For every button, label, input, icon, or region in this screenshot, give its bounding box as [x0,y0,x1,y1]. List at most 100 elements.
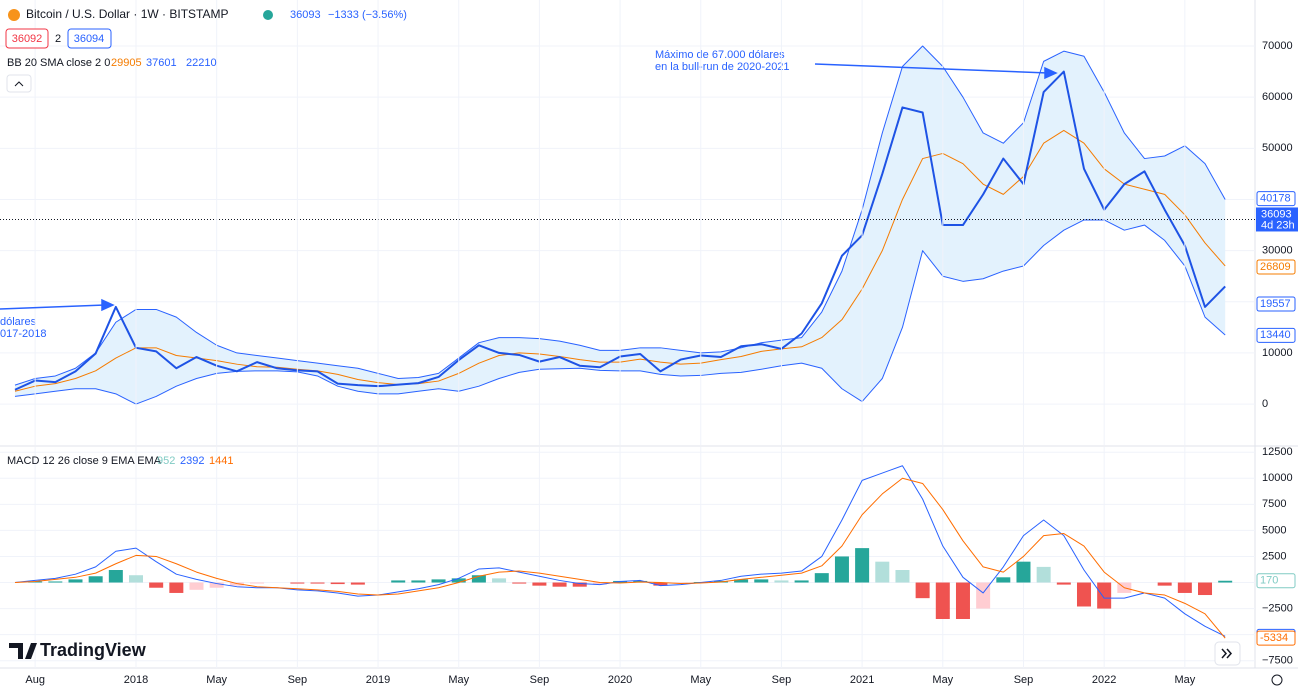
histogram-bar [290,582,305,584]
histogram-bar [512,582,527,584]
bid-price[interactable]: 36092 [12,33,43,45]
histogram-bar [229,582,244,586]
histogram-bar [250,582,265,584]
axis-badge-label: -5334 [1260,632,1288,644]
histogram-bar [189,582,204,590]
histogram-bar [532,582,547,586]
scroll-button[interactable] [1214,641,1241,666]
histogram-bar [88,576,103,583]
settings-icon[interactable] [1271,674,1283,686]
axis-badge-label: 13440 [1260,329,1291,341]
x-tick-label: May [690,674,711,686]
histogram-bar [1218,580,1233,583]
ask-price[interactable]: 36094 [74,33,105,45]
histogram-bar [1198,582,1213,596]
histogram-bar [68,579,83,583]
last-price: 36093 [290,9,321,21]
histogram-bar [915,582,930,599]
arrow-line [814,63,1049,74]
histogram-bar [794,580,809,583]
arrow-head [101,298,115,312]
arrow-line [0,304,106,310]
band-fill [14,46,1226,405]
x-tick-label: May [932,674,953,686]
x-tick-label: 2021 [850,674,874,686]
x-tick-label: May [1174,674,1195,686]
histogram-bar [734,579,749,583]
arrow-head [1044,66,1058,80]
symbol-title: Bitcoin / U.S. Dollar · 1W · BITSTAMP [26,7,228,21]
annotation: 017-2018 [0,328,47,340]
histogram-bar [834,556,849,583]
y-tick-label: 50000 [1262,142,1293,154]
histogram-bar [996,577,1011,583]
buy-box[interactable] [67,28,112,49]
axis-badge [1256,573,1296,589]
logo-text: TradingView [40,640,147,660]
axis-badge [1256,296,1296,312]
histogram-bar [492,578,507,583]
x-tick-label: 2022 [1092,674,1116,686]
sell-box[interactable] [5,28,49,49]
histogram-bar [411,580,426,583]
y-tick-label: 10000 [1262,472,1293,484]
histogram-bar [1097,582,1112,609]
last-price-badge [1256,207,1298,232]
histogram-bar [592,582,607,585]
histogram-bar [895,570,910,583]
histogram-bar [310,582,325,584]
series-line [14,465,1226,637]
histogram-bar [391,580,406,583]
histogram-bar [149,582,164,588]
x-tick-label: Sep [530,674,550,686]
arrows [0,63,1058,312]
histogram-bar [108,570,123,583]
last-price-label: 36093 [1261,208,1292,220]
histogram-bar [209,582,224,588]
y-tick-label: 70000 [1262,40,1293,52]
histogram-bar [814,573,829,583]
signal-value: 1441 [209,455,233,467]
histogram-bar [552,582,567,587]
spread: 2 [55,33,61,45]
histogram-bar [754,579,769,583]
x-tick-label: Sep [288,674,308,686]
annotation: en la bull-run de 2020-2021 [655,61,790,73]
histogram-bar [1157,582,1172,586]
axis-badge [1256,259,1296,275]
y-tick-label: 30000 [1262,245,1293,257]
logo-icon [9,643,37,659]
bb-basis: 29905 [111,57,142,69]
histogram-bar [431,579,446,583]
histogram-bar [935,582,950,620]
macd-title: MACD 12 26 close 9 EMA EMA [7,455,162,467]
bb-title: BB 20 SMA close 2 0 [7,57,110,69]
y-tick-label: 2500 [1262,550,1286,562]
y-tick-label: 60000 [1262,91,1293,103]
histogram-bar [48,581,63,583]
x-tick-label: Sep [772,674,792,686]
axis-badge-label: 170 [1260,575,1278,587]
histogram-bar [955,582,970,620]
histogram-bar [471,575,486,583]
x-tick-label: 2019 [366,674,390,686]
x-tick-label: Aug [25,674,45,686]
collapse-icon [14,81,24,87]
histogram-bar [673,582,688,584]
histogram-bar [875,561,890,583]
histogram-bar [1177,582,1192,593]
x-tick-label: 2020 [608,674,632,686]
histogram-bar [653,582,668,586]
axis-badge [1256,191,1296,207]
histogram-bar [350,582,365,585]
series-line [14,477,1226,639]
histogram-bar [774,580,789,583]
axis-badge [1256,327,1296,343]
histogram-bar [1056,582,1071,585]
countdown-label: 4d 23h [1261,219,1295,231]
collapse-button[interactable] [6,74,32,93]
y-tick-label: 7500 [1262,498,1286,510]
x-tick-label: 2018 [124,674,148,686]
